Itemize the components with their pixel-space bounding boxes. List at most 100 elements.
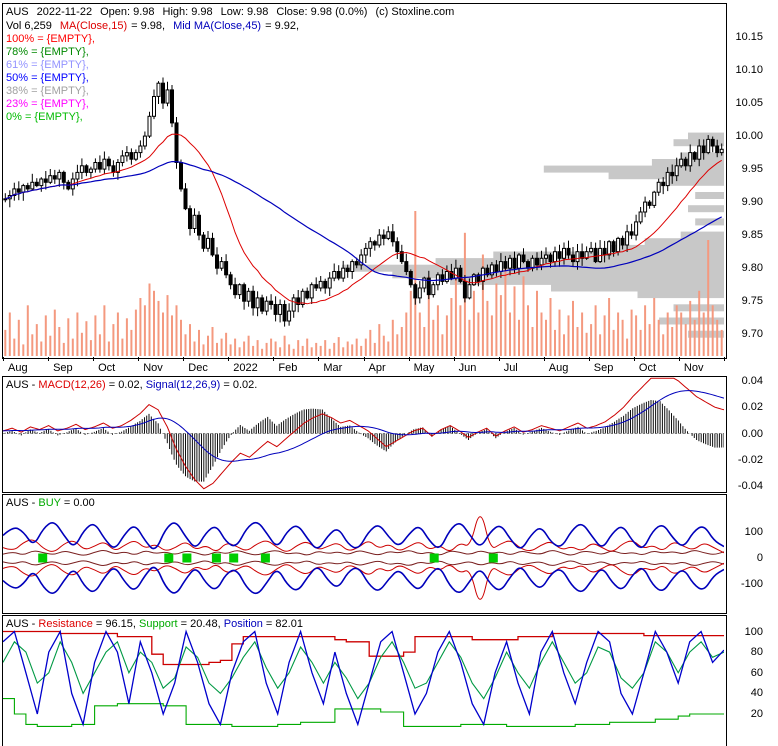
candles-layer [3, 77, 724, 327]
x-tick [273, 357, 275, 361]
position-label: Position [223, 618, 263, 630]
ma-line: Vol 6,259 MA(Close,15) = 9.98, Mid MA(Close… [6, 19, 462, 33]
buy-markers-layer [38, 553, 498, 563]
price-chart [3, 77, 724, 356]
low-text: Low: 9.98 [220, 6, 269, 18]
macd-chart [3, 377, 724, 490]
y-tick-label: 9.75 [741, 295, 763, 308]
buy-value: = 0.00 [60, 497, 95, 509]
fib-level-label: 23% = {EMPTY}, [6, 98, 89, 110]
osc-maroon-line-lower [3, 560, 724, 566]
osc-blue-line-upper [3, 521, 724, 550]
x-tick [363, 357, 365, 361]
close-text: Close: 9.98 (0.0%) [276, 6, 368, 18]
resistance-value: = 96.15, [92, 618, 140, 630]
x-axis: Aug Sep Oct Nov Dec 2022 Feb Mar Apr May Jun Jul Aug… [3, 357, 725, 376]
rsp-title-prefix: AUS - [6, 618, 39, 630]
fib-level-label: 61% = {EMPTY}, [6, 59, 89, 71]
y-tick-label: 9.80 [741, 262, 763, 275]
rsp-title: AUS - Resistance = 96.15, Support = 20.4… [6, 617, 303, 631]
ma-slow-line [5, 160, 722, 282]
x-tick [724, 357, 725, 361]
x-month-label: Aug [8, 362, 28, 374]
fib-levels: 100% = {EMPTY}, 78% = {EMPTY}, 61% = {EMPT… [6, 33, 462, 124]
buy-title: AUS - BUY = 0.00 [6, 496, 95, 510]
series-resistance-line [3, 630, 724, 666]
y-axis-labels: 10.15 10.10 10.05 10.00 9.95 9.90 9.85 9.80 9.75… [727, 0, 763, 746]
fib-level-label: 78% = {EMPTY}, [6, 46, 89, 58]
osc-blue-line-lower [3, 566, 724, 595]
x-tick [228, 357, 230, 361]
series-position-line [3, 629, 724, 727]
y-tick-label: 20 [750, 708, 763, 720]
price-panel: AUS 2022-11-22 Open: 9.98 High: 9.98 Low: 9.… [2, 3, 727, 359]
resistance-label: Resistance [38, 618, 93, 630]
buy-chart [3, 516, 724, 600]
ma-fast-label: MA(Close,15) [59, 20, 128, 32]
copyright-text: (c) Stoxline.com [375, 6, 455, 18]
y-tick-label: 80 [750, 646, 763, 659]
x-tick [3, 357, 4, 361]
fib-level-label: 100% = {EMPTY}, [6, 33, 95, 45]
y-tick-label: -100 [740, 578, 763, 590]
y-tick-label: 9.95 [741, 163, 763, 176]
x-tick [678, 357, 680, 361]
y-tick-label: 0 [756, 552, 763, 564]
x-month-label: 2022 [233, 362, 258, 374]
x-tick [498, 357, 500, 361]
y-tick-label: 0.04 [741, 374, 763, 387]
buy-label: BUY [38, 497, 61, 509]
macd-label: MACD(12,26) [38, 379, 106, 391]
fib-level-label: 50% = {EMPTY}, [6, 72, 89, 84]
open-text: Open: 9.98 [100, 6, 155, 18]
y-tick-label: 10.10 [735, 64, 763, 76]
ma-slow-label: Mid MA(Close,45) [173, 20, 262, 32]
osc-red-line-upper [3, 516, 724, 554]
symbol-text: AUS [6, 6, 29, 18]
macd-title: AUS - MACD(12,26) = 0.02, Signal(12,26,9… [6, 378, 257, 392]
macd-line [3, 377, 724, 490]
y-tick-label: 100 [744, 625, 763, 638]
volume-text: Vol 6,259 [6, 20, 52, 32]
x-month-label: Dec [188, 362, 208, 374]
buy-panel: AUS - BUY = 0.00 [2, 494, 727, 614]
date-text: 2022-11-22 [36, 6, 93, 18]
x-tick [318, 357, 320, 361]
macd-title-prefix: AUS - [6, 379, 39, 391]
series-positiontrack-line [3, 640, 724, 700]
macd-value: = 0.02, [105, 379, 146, 391]
ma-fast-line [5, 133, 722, 305]
y-tick-label: 40 [750, 687, 763, 700]
price-panel-header: AUS 2022-11-22 Open: 9.98 High: 9.98 Low: 9.… [6, 5, 462, 124]
y-tick-label: 0.02 [741, 401, 763, 414]
y-tick-label: 9.85 [741, 229, 763, 242]
y-tick-label: 9.70 [741, 328, 763, 341]
fib-level-label: 0% = {EMPTY}, [6, 111, 83, 123]
support-label: Support [139, 618, 178, 630]
x-month-label: Oct [638, 362, 657, 374]
x-tick [138, 357, 140, 361]
x-tick [183, 357, 185, 361]
x-tick [93, 357, 95, 361]
x-month-label: Feb [278, 362, 298, 374]
y-tick-label: 9.90 [741, 196, 763, 209]
volume-by-price-layer [341, 132, 724, 338]
volume-layer [4, 211, 723, 356]
x-month-label: Sep [593, 362, 614, 374]
x-month-label: Apr [368, 362, 386, 374]
x-month-label: Sep [53, 362, 73, 374]
y-tick-label: 10.05 [735, 97, 763, 110]
x-tick [543, 357, 545, 361]
y-tick-label: 100 [744, 526, 763, 538]
x-month-label: Mar [323, 362, 343, 374]
series-support-line [3, 698, 724, 727]
x-month-label: May [413, 362, 435, 374]
macd-panel: AUS - MACD(12,26) = 0.02, Signal(12,26,9… [2, 376, 727, 493]
signal-value: = 0.02. [220, 379, 258, 391]
y-tick-label: -0.04 [737, 480, 763, 493]
x-month-label: Jun [458, 362, 477, 374]
signal-label: Signal(12,26,9) [145, 379, 221, 391]
position-value: = 82.01 [262, 618, 303, 630]
x-tick [633, 357, 635, 361]
